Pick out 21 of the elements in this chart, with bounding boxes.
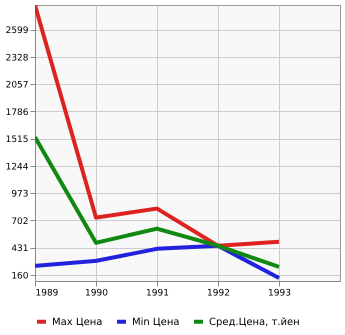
y-tick-label: 1515 [6,135,28,146]
legend-label: Сред.Цена, т.йен [209,316,300,328]
y-tick-label: 431 [11,244,28,254]
x-tick-label: 1989 [36,288,59,298]
x-tick-label: 1992 [207,288,230,298]
line-series [35,5,281,248]
x-tick-label: 1990 [85,288,108,298]
y-tick-label: 973 [11,190,28,200]
x-tick-label: 1993 [268,288,291,298]
y-tick-label: 2057 [6,80,28,91]
y-tick-label: 702 [11,216,28,227]
y-tick-label: 2328 [6,53,29,64]
y-tick-label: 160 [11,271,29,282]
line-series [35,135,281,269]
legend-label: Max Цена [52,316,102,328]
line-series [35,244,281,280]
y-tick-label: 1244 [6,162,29,172]
y-tick-label: 2599 [6,26,29,36]
y-tick-label: 1786 [6,108,29,118]
x-tick-label: 1991 [146,288,169,298]
legend-label: Min Цена [132,316,180,328]
